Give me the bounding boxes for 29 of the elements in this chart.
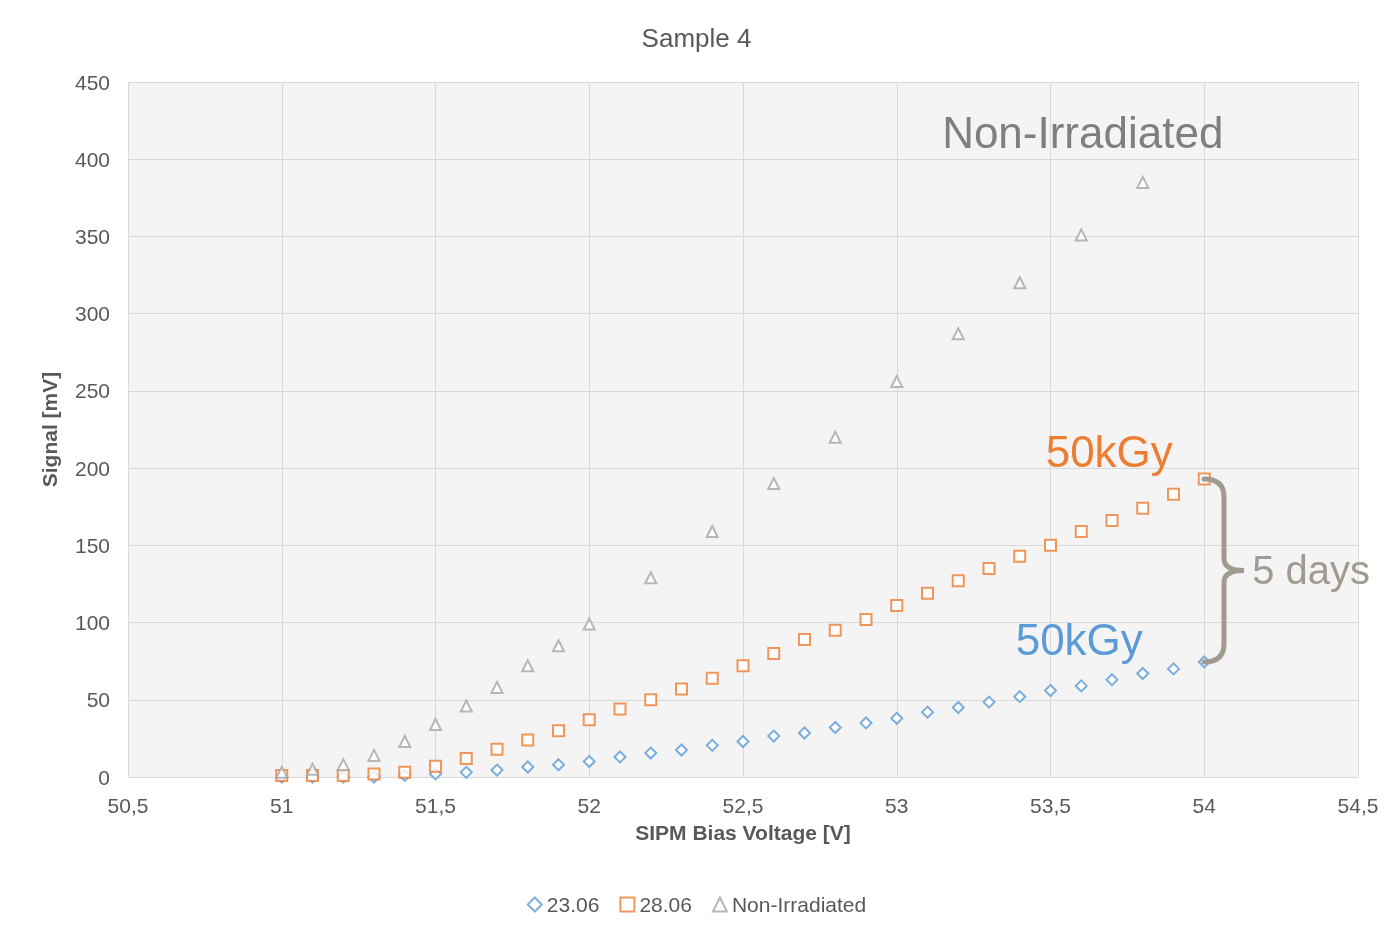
y-tick-label: 350 (74, 224, 110, 248)
y-tick-label: 450 (74, 70, 110, 94)
y-tick-label: 400 (74, 147, 110, 171)
y-tick-label: 50 (86, 688, 110, 712)
x-tick-label: 53 (885, 794, 909, 817)
y-axis-title: Signal [mV] (38, 371, 61, 488)
annotation: 5 days (1252, 548, 1371, 593)
x-tick-label: 52,5 (722, 794, 764, 817)
legend-label: 28.06 (639, 893, 692, 916)
legend-label: Non-Irradiated (731, 893, 867, 916)
x-tick-label: 50,5 (107, 794, 149, 817)
x-tick-label: 54,5 (1337, 794, 1379, 817)
x-tick-label: 51,5 (415, 794, 456, 817)
x-tick-label: 54 (1192, 794, 1217, 817)
x-axis-title: SIPM Bias Voltage [V] (635, 821, 851, 844)
legend-label: 23.06 (546, 893, 600, 916)
annotation: Non-Irradiated (942, 107, 1224, 157)
annotation: 50kGy (1045, 427, 1173, 477)
x-tick-label: 53,5 (1030, 794, 1071, 817)
y-tick-label: 150 (74, 533, 110, 557)
chart-title: Sample 4 (641, 23, 752, 53)
y-tick-label: 300 (74, 302, 110, 326)
y-tick-label: 250 (74, 379, 110, 403)
y-tick-label: 0 (98, 765, 110, 789)
y-tick-label: 200 (74, 456, 110, 480)
y-tick-label: 100 (74, 611, 110, 635)
x-tick-label: 51 (270, 794, 294, 817)
x-tick-label: 52 (577, 794, 601, 817)
annotation: 50kGy (1015, 615, 1143, 665)
